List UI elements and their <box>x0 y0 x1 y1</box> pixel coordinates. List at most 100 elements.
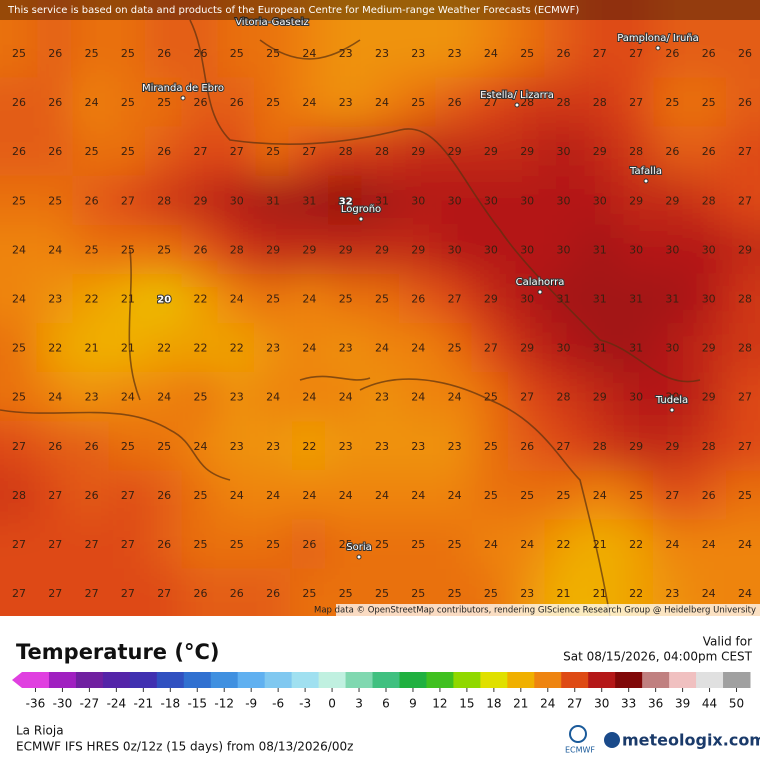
field-cell <box>653 224 692 276</box>
grid-label: 24 <box>157 391 171 404</box>
grid-label: 27 <box>302 145 316 158</box>
grid-label: 30 <box>520 243 534 256</box>
grid-label: 31 <box>629 342 643 355</box>
field-cell <box>471 568 511 616</box>
grid-label: 25 <box>121 145 135 158</box>
grid-label: 25 <box>48 194 62 207</box>
field-cell <box>326 323 365 375</box>
grid-label: 29 <box>484 293 498 306</box>
field-cell <box>0 323 39 375</box>
colorbar-label: -3 <box>299 697 311 711</box>
field-cell <box>72 175 111 227</box>
grid-label: 26 <box>48 47 62 60</box>
field-cell <box>616 126 656 178</box>
grid-label: 25 <box>121 440 135 453</box>
field-cell <box>725 224 760 276</box>
field-cell <box>253 519 293 571</box>
field-cell <box>181 519 220 571</box>
colorbar-segment <box>507 672 535 688</box>
grid-label: 26 <box>194 243 208 256</box>
place-dot <box>669 407 675 413</box>
field-cell <box>145 0 184 80</box>
grid-label: 24 <box>411 489 425 502</box>
place-label: Miranda de Ebro <box>142 83 224 94</box>
grid-label: 27 <box>12 587 26 600</box>
colorbar-segment <box>669 672 697 688</box>
colorbar-segment <box>480 672 508 688</box>
colorbar-segment <box>426 672 454 688</box>
field-cell <box>508 323 547 375</box>
grid-label: 30 <box>484 243 498 256</box>
field-cell <box>544 77 583 129</box>
grid-label: 23 <box>339 342 353 355</box>
grid-label: 28 <box>738 293 752 306</box>
places: Vitoria-Gasteiz Miranda de Ebro Estella/ L… <box>141 16 700 560</box>
banner: This service is based on data and produc… <box>7 5 579 16</box>
grid-label: 29 <box>302 243 316 256</box>
field-cell <box>290 323 329 375</box>
grid-label: 30 <box>448 194 462 207</box>
field-cell <box>508 568 547 616</box>
grid-label: 23 <box>339 440 353 453</box>
place-label: Vitoria-Gasteiz <box>235 17 309 28</box>
field-cell <box>689 224 728 276</box>
grid-label: 27 <box>738 194 752 207</box>
grid-label: 29 <box>520 145 534 158</box>
grid-label: 29 <box>520 342 534 355</box>
grid-label: 25 <box>375 587 389 600</box>
grid-label: 25 <box>266 47 280 60</box>
field-cell <box>108 77 148 129</box>
grid-label: 23 <box>448 47 462 60</box>
grid-label: 24 <box>411 342 425 355</box>
brand-logo <box>604 732 620 748</box>
colorbar-segment <box>156 672 185 688</box>
grid-label: 27 <box>484 342 498 355</box>
grid-label: 26 <box>157 145 171 158</box>
grid-label: 29 <box>629 440 643 453</box>
field-cell <box>181 175 220 227</box>
field-cell <box>689 470 728 522</box>
colorbar-label: 33 <box>621 697 636 711</box>
grid-label: 27 <box>121 489 135 502</box>
extreme-label: 32 <box>339 196 353 207</box>
colorbar-segment <box>372 672 400 688</box>
grid-label: 30 <box>702 243 716 256</box>
grid-label: 29 <box>411 243 425 256</box>
grid-label: 25 <box>339 587 353 600</box>
field-cell <box>253 568 293 616</box>
field-cell <box>326 519 365 571</box>
grid-label: 28 <box>157 194 171 207</box>
field-cell <box>0 519 39 571</box>
grid-label: 25 <box>157 96 171 109</box>
grid-label: 27 <box>12 440 26 453</box>
field-cell <box>689 175 728 227</box>
field-cell <box>580 77 619 129</box>
field-cell <box>725 273 760 326</box>
colorbar-segment <box>399 672 427 688</box>
field-cell <box>616 175 656 227</box>
place-label: Soria <box>346 542 371 553</box>
field-cell <box>471 470 511 522</box>
field-cell <box>399 421 438 473</box>
grid-label: 26 <box>702 47 716 60</box>
field-cell <box>725 175 760 227</box>
grid-label: 29 <box>593 145 607 158</box>
grid-label: 24 <box>339 489 353 502</box>
field-cell <box>362 224 402 276</box>
grid-label: 31 <box>593 243 607 256</box>
field-cell <box>72 372 111 424</box>
grid-label: 29 <box>593 391 607 404</box>
field-cell <box>326 568 365 616</box>
grid-label: 24 <box>302 47 316 60</box>
grid-label: 21 <box>121 342 135 355</box>
field-cell <box>725 0 760 80</box>
grid-label: 23 <box>411 47 425 60</box>
grid-label: 27 <box>484 96 498 109</box>
field-cell <box>653 421 692 473</box>
field-cell <box>217 519 256 571</box>
field-cell <box>653 519 692 571</box>
grid-label: 30 <box>484 194 498 207</box>
grid-label: 28 <box>12 489 26 502</box>
field-cell <box>471 519 511 571</box>
grid-label: 26 <box>85 194 99 207</box>
